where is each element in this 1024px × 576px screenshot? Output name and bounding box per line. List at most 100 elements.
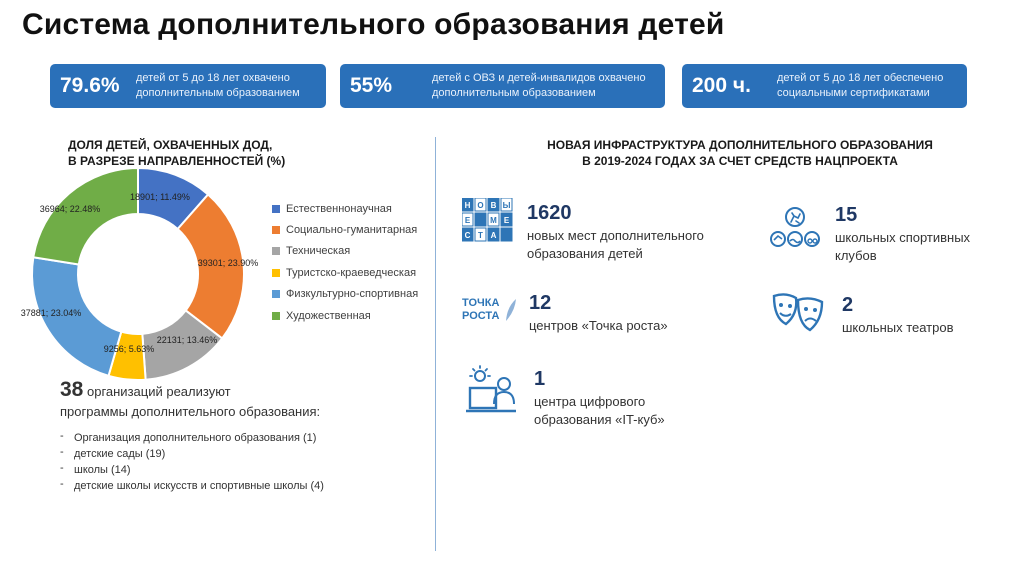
- kpi-value: 55%: [350, 74, 393, 97]
- dash-bullet: -: [60, 478, 64, 490]
- logo-letter: М: [490, 216, 497, 225]
- logo-cell: [462, 212, 474, 227]
- new-places-logo-icon: Н О В ЫЕ М ЕС Т А: [462, 198, 513, 242]
- logo-cell: [474, 198, 487, 212]
- logo-cell: [487, 198, 500, 212]
- stat-theaters: 2 школьных театров: [842, 293, 954, 337]
- list-item: - детские сады (19): [60, 446, 166, 460]
- list-item: - детские школы искусств и спортивные шко…: [60, 478, 324, 492]
- dash-bullet: -: [60, 462, 64, 474]
- legend-swatch: [272, 268, 280, 277]
- stat-description: новых мест дополнительного образования д…: [527, 228, 704, 261]
- organizations-text: организаций реализуют: [86, 384, 231, 399]
- chart-heading-line: ДОЛЯ ДЕТЕЙ, ОХВАЧЕННЫХ ДОД,: [68, 138, 273, 152]
- list-item: - Организация дополнительного образования…: [60, 430, 317, 444]
- stat-it-cube: 1 центра цифрового образования «IT-куб»: [534, 367, 665, 429]
- stat-number: 2: [842, 294, 854, 316]
- legend-label: Физкультурно-спортивная: [286, 288, 419, 301]
- logo-letter: В: [491, 201, 497, 210]
- logo-letter: Н: [465, 201, 471, 210]
- legend-item: Техническая: [272, 241, 418, 262]
- logo-cell: [462, 227, 474, 242]
- kpi-value: 200 ч.: [692, 74, 751, 97]
- infrastructure-heading-line: В 2019-2024 ГОДАХ ЗА СЧЕТ СРЕДСТВ НАЦПРО…: [582, 154, 898, 168]
- stat-number: 15: [835, 204, 858, 226]
- logo-cell: [487, 227, 500, 242]
- kpi-disabled-coverage: 55% детей с ОВЗ и детей-инвалидов охваче…: [340, 64, 665, 108]
- chart-heading-line: В РАЗРЕЗЕ НАПРАВЛЕННОСТЕЙ (%): [68, 154, 286, 168]
- logo-letter: Е: [504, 216, 510, 225]
- slice-data-label: 36964; 22.48%: [40, 204, 101, 214]
- logo-letter: Т: [478, 231, 483, 240]
- list-item: - школы (14): [60, 462, 131, 476]
- kpi-text: детей от 5 до 18 лет обеспечено социальн…: [777, 72, 944, 99]
- stat-description: школьных спортивных клубов: [835, 230, 971, 263]
- logo-cell: [474, 212, 487, 227]
- legend-swatch: [272, 204, 280, 213]
- kpi-value: 79.6%: [60, 74, 120, 97]
- donut-slice-6: [32, 166, 139, 266]
- stat-new-places: 1620 новых мест дополнительного образова…: [527, 201, 704, 263]
- logo-cell: [462, 198, 474, 212]
- organizations-subtext: программы дополнительного образования:: [60, 404, 321, 419]
- legend-label: Техническая: [286, 245, 351, 258]
- legend-swatch: [272, 311, 280, 320]
- infrastructure-heading-line: НОВАЯ ИНФРАСТРУКТУРА ДОПОЛНИТЕЛЬНОГО ОБР…: [547, 138, 933, 152]
- infrastructure-heading: НОВАЯ ИНФРАСТРУКТУРА ДОПОЛНИТЕЛЬНОГО ОБР…: [470, 137, 1010, 169]
- donut-chart: 18901; 11.49% 39301; 23.90% 22131; 13.46%9…: [21, 166, 259, 381]
- legend-label: Туристско-краеведческая: [286, 266, 417, 279]
- organizations-block: 38 организаций реализуют программы допол…: [60, 378, 420, 494]
- logo-letter: Ы: [503, 201, 511, 210]
- legend-swatch: [272, 226, 280, 235]
- legend-label: Социально-гуманитарная: [286, 224, 418, 237]
- legend-swatch: [272, 290, 280, 299]
- slice-data-label: 9256; 5.63%: [104, 344, 155, 354]
- logo-cell: [487, 212, 500, 227]
- theater-masks-icon: [772, 293, 824, 332]
- legend-item: Художественная: [272, 305, 418, 326]
- slice-data-label: 22131; 13.46%: [157, 335, 218, 345]
- logo-cell: [500, 227, 513, 242]
- sports-icon: [770, 207, 820, 247]
- chart-legend: Естественнонаучная Социально-гуманитарная…: [272, 198, 418, 326]
- stat-description: школьных театров: [842, 320, 954, 335]
- leaf-icon: [506, 299, 516, 321]
- stat-sports-clubs: 15 школьных спортивных клубов: [835, 203, 970, 265]
- kpi-certificates: 200 ч. детей от 5 до 18 лет обеспечено с…: [682, 64, 967, 108]
- kpi-text: детей с ОВЗ и детей-инвалидов охвачено д…: [432, 72, 646, 99]
- stat-tochka-rosta: 12 центров «Точка роста»: [529, 291, 668, 335]
- stat-description: центров «Точка роста»: [529, 318, 668, 333]
- logo-letter: Е: [465, 216, 471, 225]
- legend-item: Социально-гуманитарная: [272, 219, 418, 240]
- dash-bullet: -: [60, 446, 64, 458]
- legend-label: Естественнонаучная: [286, 202, 392, 215]
- donut-slice-2: [176, 193, 245, 340]
- tochka-rosta-logo: ТОЧКА РОСТА: [462, 297, 518, 333]
- slice-data-label: 37881; 23.04%: [21, 308, 82, 318]
- slice-data-label: 18901; 11.49%: [130, 192, 190, 202]
- legend-swatch: [272, 247, 280, 256]
- organizations-list: - Организация дополнительного образования…: [60, 430, 420, 494]
- kpi-coverage: 79.6% детей от 5 до 18 лет охвачено допо…: [50, 64, 326, 108]
- stat-number: 1620: [527, 202, 572, 224]
- logo-cell: [500, 198, 513, 212]
- logo-letter: С: [465, 231, 471, 240]
- logo-cell: [474, 227, 487, 242]
- logo-letter: О: [477, 201, 483, 210]
- digital-center-icon: [466, 365, 516, 413]
- section-divider: [435, 137, 436, 551]
- stat-number: 1: [534, 368, 546, 390]
- legend-item: Туристско-краеведческая: [272, 262, 418, 283]
- logo-cell: [500, 212, 513, 227]
- organizations-count: 38: [60, 378, 84, 401]
- chart-heading: ДОЛЯ ДЕТЕЙ, ОХВАЧЕННЫХ ДОД, В РАЗРЕЗЕ НА…: [68, 137, 328, 169]
- logo-letter: А: [491, 231, 497, 240]
- page-title: Система дополнительного образования дете…: [22, 8, 725, 41]
- legend-label: Художественная: [286, 309, 371, 322]
- dash-bullet: -: [60, 430, 64, 442]
- slice-data-label: 39301; 23.90%: [198, 258, 259, 268]
- stat-description: центра цифрового образования «IT-куб»: [534, 394, 665, 427]
- stat-number: 12: [529, 292, 552, 314]
- kpi-text: детей от 5 до 18 лет охвачено дополнител…: [136, 72, 300, 99]
- legend-item: Физкультурно-спортивная: [272, 284, 418, 305]
